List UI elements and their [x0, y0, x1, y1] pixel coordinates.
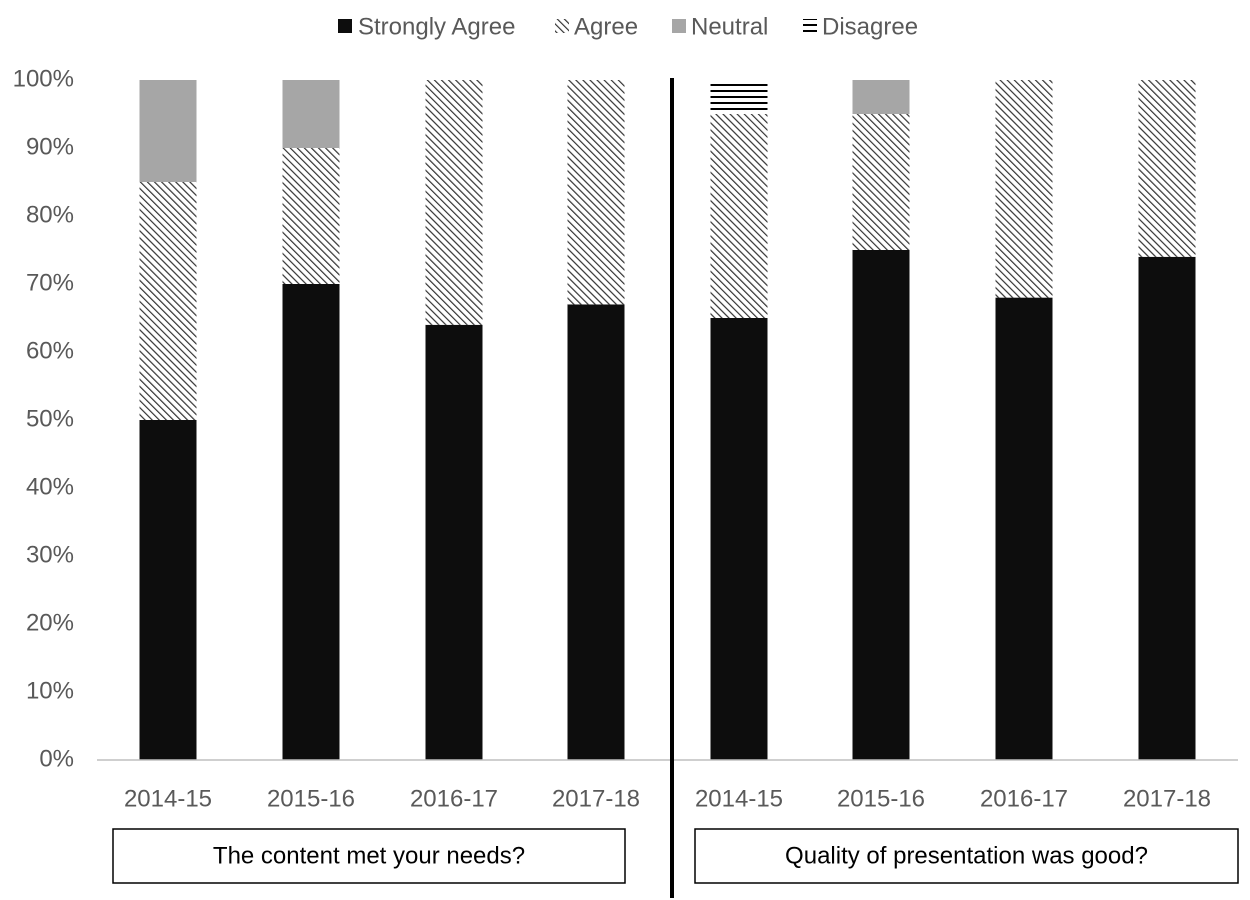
x-tick-label: 2016-17 [410, 785, 498, 812]
bar-agree [995, 80, 1053, 298]
bar-agree [425, 80, 483, 325]
bar-agree [852, 114, 910, 250]
x-tick-label: 2014-15 [695, 785, 783, 812]
bar-neutral [139, 80, 197, 182]
y-tick-label: 50% [26, 405, 74, 432]
bar-strongly-agree [139, 420, 197, 760]
bar-strongly-agree [282, 284, 340, 760]
y-tick-label: 60% [26, 337, 74, 364]
bar-agree [1138, 80, 1196, 257]
legend-key-disagree [803, 19, 817, 33]
x-axis: 2014-15 2015-16 2016-17 2017-18 2014-15 2015-… [97, 78, 1238, 898]
bar-strongly-agree [567, 304, 625, 760]
x-tick-label: 2017-18 [552, 785, 640, 812]
panel-label: The content met your needs? [213, 842, 525, 869]
y-tick-label: 0% [39, 745, 74, 772]
y-tick-label: 10% [26, 677, 74, 704]
bar-neutral [282, 80, 340, 148]
bar-disagree [710, 80, 768, 114]
legend-label-disagree: Disagree [822, 13, 918, 40]
x-tick-label: 2015-16 [267, 785, 355, 812]
bar-strongly-agree [710, 318, 768, 760]
legend-key-neutral [672, 19, 686, 33]
panel-label-box [694, 828, 1239, 884]
x-tick-label: 2014-15 [124, 785, 212, 812]
y-tick-label: 70% [26, 269, 74, 296]
bar-strongly-agree [852, 250, 910, 760]
panel-label-box [112, 828, 626, 884]
bar-neutral [852, 80, 910, 114]
legend-label-agree: Agree [574, 13, 638, 40]
bar-series [139, 80, 1196, 760]
bar-agree [139, 182, 197, 420]
y-tick-label: 40% [26, 473, 74, 500]
bar-strongly-agree [1138, 256, 1196, 760]
legend-key-strongly-agree [338, 19, 352, 33]
panel-label: Quality of presentation was good? [785, 842, 1148, 869]
chart-legend: Strongly Agree Agree Neutral Disagree [338, 13, 918, 40]
bar-strongly-agree [425, 324, 483, 760]
x-tick-label: 2016-17 [980, 785, 1068, 812]
y-tick-label: 30% [26, 541, 74, 568]
bar-agree [567, 80, 625, 305]
y-tick-label: 80% [26, 201, 74, 228]
y-tick-label: 20% [26, 609, 74, 636]
y-axis: 0% 10% 20% 30% 40% 50% 60% 70% 80% 90% 100% [13, 65, 74, 772]
x-tick-label: 2015-16 [837, 785, 925, 812]
panel-labels: The content met your needs? Quality of pr… [112, 828, 1239, 884]
x-tick-label: 2017-18 [1123, 785, 1211, 812]
y-tick-label: 90% [26, 133, 74, 160]
y-tick-label: 100% [13, 65, 74, 92]
legend-label-neutral: Neutral [691, 13, 768, 40]
bar-strongly-agree [995, 297, 1053, 760]
bar-agree [710, 114, 768, 318]
legend-label-strongly-agree: Strongly Agree [358, 13, 515, 40]
bar-agree [282, 148, 340, 284]
legend-key-agree [555, 19, 569, 33]
